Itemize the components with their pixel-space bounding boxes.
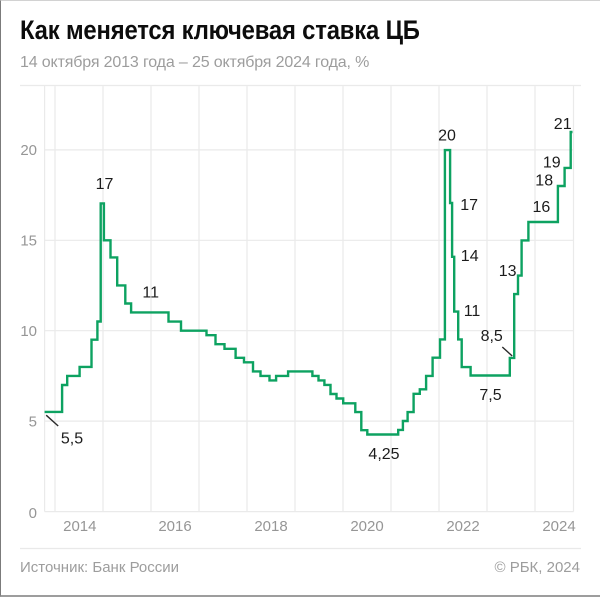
svg-text:2016: 2016: [158, 518, 191, 535]
svg-text:0: 0: [29, 505, 37, 522]
svg-text:21: 21: [554, 116, 572, 133]
svg-text:5,5: 5,5: [61, 431, 83, 448]
svg-text:16: 16: [533, 199, 551, 216]
svg-text:4,25: 4,25: [368, 446, 399, 463]
svg-text:2014: 2014: [63, 518, 96, 535]
svg-text:17: 17: [96, 176, 114, 193]
svg-text:20: 20: [438, 127, 456, 144]
svg-text:5: 5: [29, 413, 37, 430]
svg-text:14: 14: [461, 248, 479, 265]
svg-text:13: 13: [499, 263, 517, 280]
svg-text:2024: 2024: [542, 518, 575, 535]
svg-text:18: 18: [535, 173, 553, 190]
svg-text:2022: 2022: [446, 518, 479, 535]
svg-text:20: 20: [20, 142, 37, 159]
svg-text:7,5: 7,5: [479, 387, 501, 404]
svg-text:2020: 2020: [350, 518, 383, 535]
svg-text:10: 10: [20, 323, 37, 340]
svg-text:19: 19: [543, 154, 561, 171]
svg-text:17: 17: [460, 197, 478, 214]
svg-text:11: 11: [142, 285, 159, 302]
svg-text:11: 11: [464, 303, 481, 320]
svg-text:8,5: 8,5: [481, 328, 503, 345]
svg-text:2018: 2018: [254, 518, 287, 535]
svg-text:15: 15: [20, 233, 37, 250]
